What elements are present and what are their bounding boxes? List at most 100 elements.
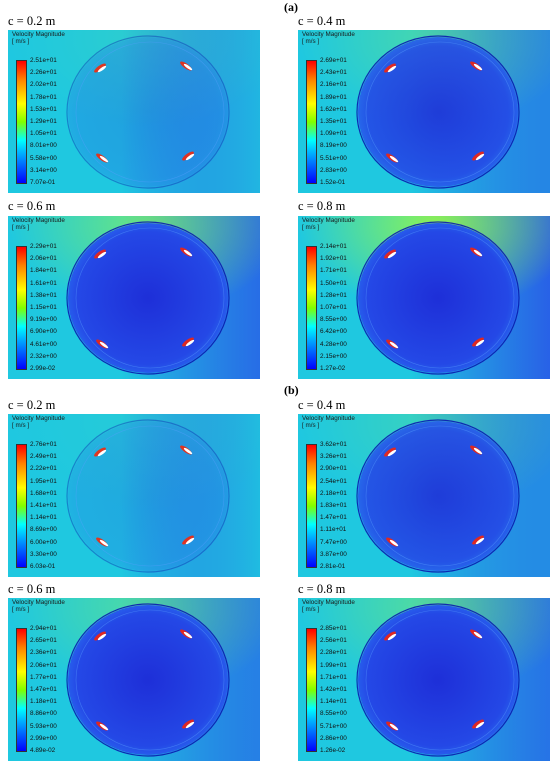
post-marker-2 xyxy=(183,447,193,455)
colorbar-tick-label: 1.84e+01 xyxy=(30,267,57,275)
group-b-label: (b) xyxy=(284,383,299,397)
colorbar-tick-label: 1.83e+01 xyxy=(320,502,347,509)
post-marker-3 xyxy=(389,723,399,731)
colorbar-tick-label: 8.55e+00 xyxy=(320,316,347,324)
colorbar-tick-label: 1.62e+01 xyxy=(320,105,347,113)
cage-shear-layer xyxy=(75,609,225,751)
flow-field xyxy=(298,216,550,379)
post-marker-1 xyxy=(387,65,397,73)
post-marker-1 xyxy=(387,251,397,259)
cage-interior xyxy=(68,605,228,755)
caption-a2: c = 0.4 m xyxy=(298,14,346,28)
post-marker-4 xyxy=(185,721,195,729)
colorbar xyxy=(16,444,27,568)
flow-field xyxy=(298,30,550,193)
colorbar-tick-label: 2.99e+00 xyxy=(30,734,57,742)
colorbar-tick-label: 2.86e+00 xyxy=(320,734,347,742)
cage-interior xyxy=(68,421,228,571)
post-marker-1 xyxy=(97,449,107,457)
colorbar-tick-label: 9.19e+00 xyxy=(30,316,57,324)
post-marker-1 xyxy=(97,65,107,73)
cage-outline xyxy=(356,419,520,573)
flow-field xyxy=(8,414,260,577)
post-marker-4 xyxy=(475,537,485,545)
cage-shear-layer xyxy=(75,425,225,567)
colorbar-tick-label: 2.69e+01 xyxy=(320,57,347,64)
colorbar xyxy=(306,246,317,370)
legend-quantity: Velocity Magnitude xyxy=(302,31,355,38)
colorbar-tick-label: 8.69e+00 xyxy=(30,526,57,534)
colorbar-tick-label: 1.28e+01 xyxy=(320,291,347,299)
legend-title: Velocity Magnitude[ m/s ] xyxy=(12,415,65,429)
post-marker-3 xyxy=(389,341,399,349)
colorbar-tick-label: 1.71e+01 xyxy=(320,267,347,275)
post-marker-3 xyxy=(99,341,109,349)
post-marker-4 xyxy=(475,721,485,729)
colorbar-tick-label: 1.07e+01 xyxy=(320,304,347,311)
legend-quantity: Velocity Magnitude xyxy=(12,599,65,606)
colorbar-tick-label: 3.30e+00 xyxy=(30,550,57,558)
colorbar-tick-label: 1.68e+01 xyxy=(30,489,57,497)
colorbar-tick-label: 1.53e+01 xyxy=(30,105,57,113)
colorbar-tick-label: 1.09e+01 xyxy=(320,130,347,138)
post-marker-4 xyxy=(475,153,485,161)
post-marker-4 xyxy=(185,339,195,347)
post-marker-3 xyxy=(99,155,109,163)
colorbar-tick-label: 1.14e+01 xyxy=(320,698,347,706)
legend-unit: [ m/s ] xyxy=(302,422,320,429)
colorbar-tick-label: 2.36e+01 xyxy=(30,649,57,657)
colorbar-tick-label: 4.28e+00 xyxy=(320,340,347,348)
caption-b1: c = 0.2 m xyxy=(8,398,56,412)
colorbar-tick-label: 1.52e-01 xyxy=(320,179,346,186)
cage-interior xyxy=(358,421,518,571)
colorbar-tick-label: 2.18e+01 xyxy=(320,489,347,497)
colorbar-tick-label: 8.55e+00 xyxy=(320,710,347,718)
post-jet-4 xyxy=(472,337,484,347)
legend-title: Velocity Magnitude[ m/s ] xyxy=(12,31,65,45)
colorbar xyxy=(306,628,317,752)
cage-interior xyxy=(358,605,518,755)
cage-outline xyxy=(66,419,230,573)
cage-outline xyxy=(356,35,520,189)
contour-panel-a3: Velocity Magnitude[ m/s ] 2.29e+01 2.06e+0… xyxy=(8,216,260,379)
post-marker-2 xyxy=(183,63,193,71)
cage-outline xyxy=(356,603,520,757)
legend-quantity: Velocity Magnitude xyxy=(12,217,65,224)
post-marker-2 xyxy=(183,249,193,257)
colorbar-tick-label: 5.51e+00 xyxy=(320,154,347,162)
legend-title: Velocity Magnitude[ m/s ] xyxy=(302,599,355,613)
colorbar-tick-label: 1.95e+01 xyxy=(30,477,57,485)
contour-panel-b1: Velocity Magnitude[ m/s ] 2.76e+01 2.49e+0… xyxy=(8,414,260,577)
post-marker-2 xyxy=(473,631,483,639)
post-marker-1 xyxy=(387,449,397,457)
post-jet-4 xyxy=(182,151,194,161)
legend-unit: [ m/s ] xyxy=(12,606,30,613)
colorbar-tick-label: 2.81e-01 xyxy=(320,563,346,570)
colorbar-tick-label: 2.83e+00 xyxy=(320,166,347,174)
colorbar-tick-label: 1.50e+01 xyxy=(320,279,347,287)
colorbar-tick-label: 2.49e+01 xyxy=(30,453,57,461)
colorbar-tick-label: 1.41e+01 xyxy=(30,502,57,509)
colorbar-tick-label: 1.61e+01 xyxy=(30,279,57,287)
colorbar-tick-label: 5.71e+00 xyxy=(320,722,347,730)
colorbar-tick-label: 1.78e+01 xyxy=(30,93,57,101)
legend-title: Velocity Magnitude[ m/s ] xyxy=(302,415,355,429)
flow-field xyxy=(8,216,260,379)
cage-shear-layer xyxy=(365,609,515,751)
post-marker-2 xyxy=(473,249,483,257)
contour-panel-a2: Velocity Magnitude[ m/s ] 2.69e+01 2.43e+0… xyxy=(298,30,550,193)
colorbar-tick-label: 1.15e+01 xyxy=(30,304,57,311)
colorbar-tick-label: 4.89e-02 xyxy=(30,747,56,754)
post-jet-4 xyxy=(182,535,194,545)
cage-outline xyxy=(356,221,520,375)
colorbar-tick-label: 2.14e+01 xyxy=(320,243,347,250)
group-a-label: (a) xyxy=(284,0,298,14)
colorbar-tick-label: 2.29e+01 xyxy=(30,243,57,250)
caption-a1: c = 0.2 m xyxy=(8,14,56,28)
post-marker-1 xyxy=(97,633,107,641)
colorbar xyxy=(16,246,27,370)
colorbar-tick-label: 5.93e+00 xyxy=(30,722,57,730)
colorbar-tick-label: 2.85e+01 xyxy=(320,625,347,632)
caption-b2: c = 0.4 m xyxy=(298,398,346,412)
colorbar-tick-label: 3.26e+01 xyxy=(320,453,347,461)
